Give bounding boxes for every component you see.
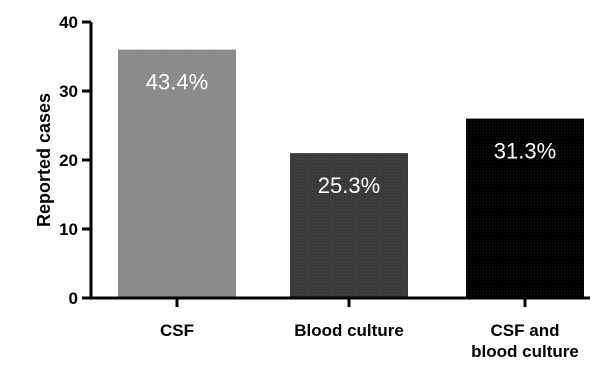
x-tick-label-3: CSF and blood culture <box>471 321 579 361</box>
y-tick-label-30: 30 <box>59 82 78 101</box>
data-label-3: 31.3% <box>494 139 556 164</box>
x-tick-label-2: Blood culture <box>294 321 404 340</box>
x-tick-label-1: CSF <box>160 321 194 340</box>
data-label-1: 43.4% <box>146 70 208 95</box>
bar-texture-2 <box>290 153 408 298</box>
y-tick-label-10: 10 <box>59 220 78 239</box>
y-tick-label-0: 0 <box>69 289 78 308</box>
y-tick-label-40: 40 <box>59 13 78 32</box>
y-tick-label-20: 20 <box>59 151 78 170</box>
data-label-2: 25.3% <box>318 173 380 198</box>
y-axis-label: Reported cases <box>34 93 54 227</box>
bar-texture-1 <box>118 49 236 298</box>
bar-texture-3 <box>466 118 584 298</box>
